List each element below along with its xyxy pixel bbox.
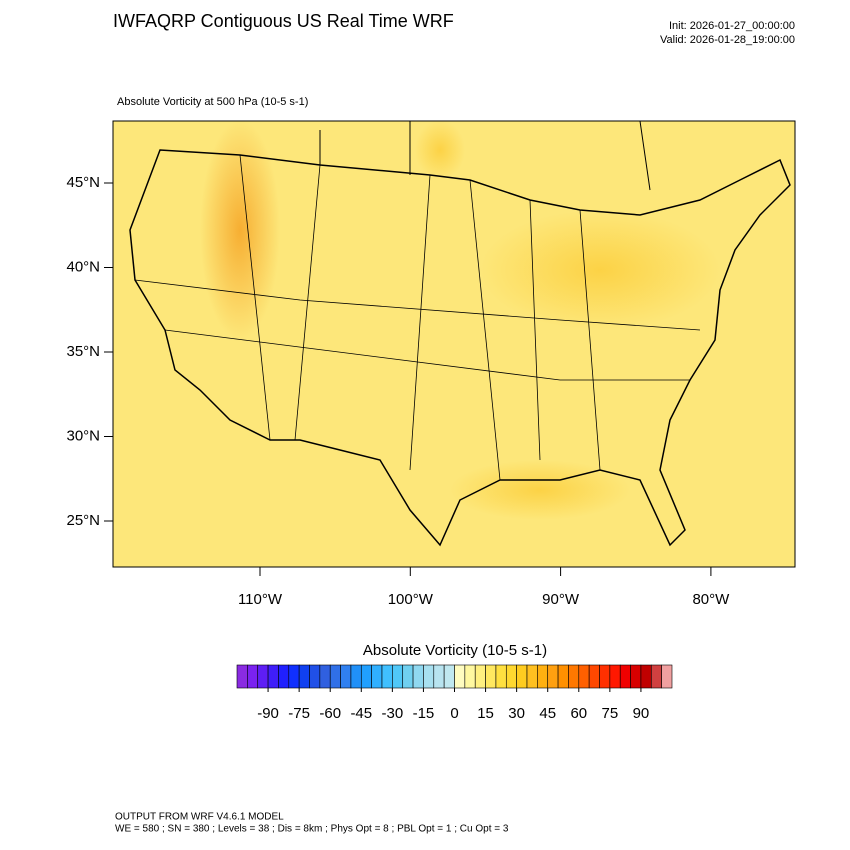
colorbar-tick-label: 30 <box>508 705 525 722</box>
canada-borders <box>319 121 651 191</box>
colorbar-title: Absolute Vorticity (10-5 s-1) <box>363 642 547 659</box>
colorbar-tick-label: -90 <box>257 705 279 722</box>
colorbar-box <box>329 664 341 689</box>
colorbar-box <box>433 664 445 689</box>
colorbar-box <box>505 664 517 689</box>
colorbar-tick-label: -60 <box>319 705 341 722</box>
colorbar-box <box>599 664 611 689</box>
lat-label: 30°N <box>66 427 100 444</box>
lon-label: 110°W <box>238 591 283 608</box>
colorbar-box <box>392 664 404 689</box>
colorbar-box <box>309 664 321 689</box>
colorbar-box <box>412 664 424 689</box>
colorbar-tick-label: -45 <box>350 705 372 722</box>
colorbar-tick-label: 75 <box>602 705 619 722</box>
colorbar-box <box>236 664 248 689</box>
colorbar-box <box>381 664 393 689</box>
colorbar-box <box>402 664 414 689</box>
field-label: Absolute Vorticity at 500 hPa (10-5 s-1) <box>117 96 308 108</box>
colorbar-box <box>547 664 559 689</box>
colorbar-box <box>609 664 621 689</box>
vorticity-band <box>480 210 720 330</box>
vorticity-band <box>415 121 465 180</box>
valid-time: Valid: 2026-01-28_19:00:00 <box>660 34 795 46</box>
colorbar-tick-label: 15 <box>477 705 494 722</box>
lon-label: 80°W <box>692 591 730 608</box>
colorbar-box <box>588 664 600 689</box>
colorbar-box <box>454 664 466 689</box>
us-outline <box>129 149 791 547</box>
colorbar-box <box>630 664 642 689</box>
map <box>113 121 795 567</box>
colorbar-box <box>247 664 259 689</box>
colorbar-box <box>516 664 528 689</box>
colorbar-box <box>464 664 476 689</box>
colorbar-box <box>371 664 383 689</box>
state-borders <box>134 154 701 481</box>
colorbar-tick-label: -75 <box>288 705 310 722</box>
lat-label: 25°N <box>66 512 100 529</box>
vorticity-band <box>450 460 630 520</box>
colorbar-box <box>288 664 300 689</box>
lat-label: 35°N <box>66 343 100 360</box>
colorbar-box <box>485 664 497 689</box>
colorbar-box <box>360 664 372 689</box>
colorbar-box <box>640 664 652 689</box>
lat-label: 45°N <box>66 174 100 191</box>
colorbar-box <box>661 664 673 689</box>
colorbar-box <box>557 664 569 689</box>
colorbar-box <box>423 664 435 689</box>
colorbar-tick-label: 45 <box>539 705 556 722</box>
colorbar-box <box>267 664 279 689</box>
map-frame <box>112 120 796 568</box>
lon-label: 100°W <box>388 591 434 608</box>
colorbar-tick-label: 0 <box>450 705 458 722</box>
title: IWFAQRP Contiguous US Real Time WRF <box>113 11 454 31</box>
lon-label: 90°W <box>542 591 580 608</box>
colorbar-box <box>298 664 310 689</box>
colorbar-box <box>578 664 590 689</box>
vorticity-band <box>200 121 280 340</box>
colorbar-box <box>278 664 290 689</box>
colorbar-tick-label: 60 <box>570 705 587 722</box>
colorbar-box <box>537 664 549 689</box>
colorbar-box <box>526 664 538 689</box>
colorbar-box <box>568 664 580 689</box>
colorbar-box <box>619 664 631 689</box>
colorbar-box <box>443 664 455 689</box>
colorbar-tick-label: -30 <box>382 705 404 722</box>
colorbar-box <box>474 664 486 689</box>
colorbar-tick-label: -15 <box>413 705 435 722</box>
colorbar-box <box>495 664 507 689</box>
colorbar-box <box>350 664 362 689</box>
colorbar-box <box>319 664 331 689</box>
footer-settings: WE = 580 ; SN = 380 ; Levels = 38 ; Dis … <box>115 824 509 835</box>
lat-label: 40°N <box>66 258 100 275</box>
init-time: Init: 2026-01-27_00:00:00 <box>669 20 795 32</box>
colorbar-box <box>340 664 352 689</box>
colorbar-tick-label: 90 <box>633 705 650 722</box>
colorbar-box <box>257 664 269 689</box>
footer-model: OUTPUT FROM WRF V4.6.1 MODEL <box>115 812 284 823</box>
colorbar-box <box>650 664 662 689</box>
